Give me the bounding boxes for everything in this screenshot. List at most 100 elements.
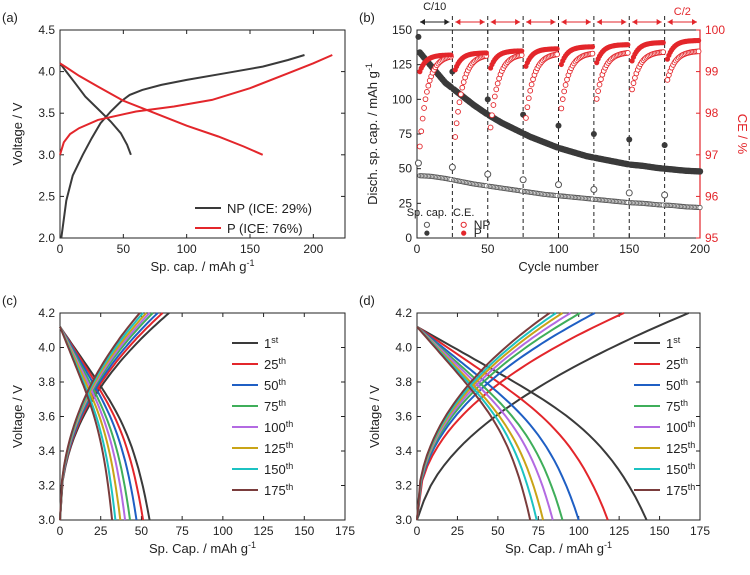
y-tick-label: 4.0 (38, 65, 55, 79)
x-tick-label: 75 (532, 524, 546, 538)
p-ce-point (695, 37, 702, 44)
legend-label-suffix: st (271, 335, 279, 345)
legend-label-suffix: th (680, 356, 688, 366)
np-ce-point (458, 91, 464, 98)
series-line-p (59, 54, 333, 156)
legend-np-label: NP (474, 218, 491, 232)
x-tick-label: 50 (491, 524, 505, 538)
y-tick-label: 4.0 (38, 341, 55, 355)
legend-p-label: P (474, 226, 482, 240)
rate-arrowhead-right (550, 19, 556, 25)
legend-label-suffix: th (680, 398, 688, 408)
np-ce-point (490, 102, 497, 108)
np-ce-point (664, 77, 671, 83)
np-ce-point (491, 93, 498, 100)
charge-curve-100 (416, 312, 572, 521)
p-checkup-point (448, 163, 456, 171)
legend-label-cycle: 175th (666, 482, 695, 498)
x-tick-label: 150 (294, 524, 314, 538)
x-tick-label: 125 (254, 524, 274, 538)
y-tick-label: 4.2 (38, 306, 55, 320)
y2-tick-label: 99 (705, 65, 719, 79)
rate-arrowhead-right (621, 19, 627, 25)
y-tick-label: 3.0 (38, 148, 55, 162)
np-ce-point (494, 80, 501, 87)
y-tick-label: 3.5 (38, 106, 55, 120)
rate-arrowhead-left (526, 19, 532, 25)
legend-label-suffix: th (680, 377, 688, 387)
y-tick-label: 3.4 (395, 444, 412, 458)
y-tick-label: 3.4 (38, 444, 55, 458)
x-tick-label: 150 (240, 242, 260, 256)
rate-arrowhead-right (444, 19, 450, 25)
p-checkup-point (625, 189, 633, 197)
np-ce-point (525, 95, 532, 102)
y-axis-label: Voltage / V (367, 385, 382, 448)
np-ce-point (419, 115, 426, 122)
y2-tick-label: 97 (705, 148, 719, 162)
legend-p-capacity-marker (424, 230, 430, 236)
x-tick-label: 175 (335, 524, 355, 538)
legend-np-ce-marker (460, 221, 467, 228)
np-ce-point (528, 81, 535, 88)
legend-label-suffix: th (688, 482, 696, 492)
np-ce-point (589, 50, 596, 57)
legend-label-cycle: 100th (264, 419, 293, 435)
legend-label-cycle: 75th (264, 398, 286, 414)
legend-label-cycle: 25th (666, 356, 688, 372)
p-checkup-point (519, 176, 527, 184)
p-capacity-point (697, 204, 703, 211)
p-checkup-point (661, 191, 669, 199)
np-ce-point (559, 96, 566, 103)
y-tick-label: 2.5 (38, 189, 55, 203)
discharge-curve-1 (416, 325, 648, 521)
np-ce-point (695, 48, 702, 55)
p-ce-point (589, 44, 596, 50)
np-checkup-point (590, 131, 597, 137)
np-ce-point (630, 80, 637, 86)
charge-curve-175 (59, 312, 141, 521)
x-axis-label: Sp. cap. / mAh g-1 (150, 258, 254, 274)
p-checkup-point (414, 159, 422, 167)
rate-arrowhead-left (632, 19, 638, 25)
y-tick-label: 25 (399, 196, 413, 210)
panel-label: (d) (359, 293, 375, 308)
charge-curve-175 (416, 312, 551, 521)
x-axis-label: Sp. Cap. / mAh g-1 (149, 540, 256, 556)
np-ce-point (554, 51, 560, 58)
np-checkup-point (626, 136, 633, 143)
y-axis-label: Voltage / V (10, 102, 25, 165)
x-tick-label: 200 (303, 242, 323, 256)
x-tick-label: 25 (94, 524, 108, 538)
legend-label-suffix: th (286, 419, 294, 429)
np-ce-point (593, 96, 600, 102)
np-ce-point (416, 143, 423, 150)
charge-curve-75 (416, 312, 581, 521)
np-ce-point (418, 128, 425, 135)
y-tick-label: 4.2 (395, 306, 412, 320)
np-ce-point (421, 105, 427, 111)
series-line-np (60, 54, 305, 239)
y-axis-label: Voltage / V (10, 385, 25, 448)
charge-curve-25 (416, 312, 625, 521)
y-tick-label: 3.0 (38, 513, 55, 527)
x-tick-label: 100 (569, 524, 589, 538)
legend-label-cycle: 125th (666, 440, 695, 456)
discharge-curve-25 (416, 325, 609, 521)
x-tick-label: 100 (177, 242, 197, 256)
p-ce-point (625, 42, 631, 48)
y-tick-label: 3.6 (38, 410, 55, 424)
legend-label-cycle: 75th (666, 398, 688, 414)
legend-header-capacity: Sp. cap. (407, 207, 447, 219)
y-axis-label: Disch. sp. cap. / mAh g-1 (364, 63, 380, 205)
np-ce-point (424, 88, 430, 95)
x-axis-label: Sp. Cap. / mAh g-1 (505, 540, 612, 556)
panel-label: (c) (2, 293, 17, 308)
np-checkup-point (415, 33, 422, 40)
np-ce-point (493, 86, 500, 93)
np-ce-point (561, 88, 568, 95)
np-ce-point (489, 112, 495, 119)
legend-label-cycle: 150th (666, 461, 695, 477)
y-tick-label: 50 (399, 162, 413, 176)
np-ce-point (595, 88, 601, 94)
